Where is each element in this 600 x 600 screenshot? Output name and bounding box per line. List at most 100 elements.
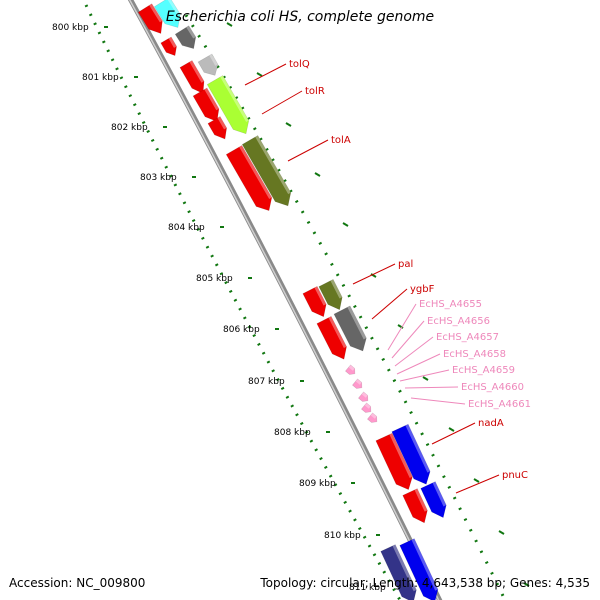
tick-ring-outer	[184, 14, 507, 600]
gene-feature-shape	[399, 538, 439, 600]
trna-feature[interactable]	[367, 412, 379, 425]
gene-feature[interactable]	[302, 285, 331, 320]
trna-feature-shape	[352, 378, 363, 389]
gene-feature-shape	[153, 0, 181, 28]
gene-feature-shape	[302, 285, 327, 318]
tick-mark	[256, 72, 263, 77]
trna-feature-shape	[345, 364, 356, 375]
gene-feature-shape	[174, 25, 197, 50]
tick-label: 811 kbp	[349, 583, 386, 593]
gene-feature[interactable]	[160, 36, 180, 59]
trna-feature-shape	[361, 402, 372, 413]
gene-feature-highlight	[189, 60, 205, 83]
gene-label[interactable]: EcHS_A4657	[436, 332, 499, 343]
trna-feature-highlight	[348, 364, 355, 371]
gene-label[interactable]: EcHS_A4661	[468, 399, 531, 410]
gene-feature-shape	[402, 488, 428, 524]
tick-label: 807 kbp	[248, 377, 285, 387]
gene-label-leader	[391, 320, 425, 359]
gene-feature[interactable]	[153, 0, 185, 32]
tick-ring: 800 kbp 801 kbp 802 kbp 803 kbp 804 kbp 805 k…	[52, 4, 530, 600]
gene-feature-highlight	[330, 279, 343, 299]
gene-feature-shape	[137, 3, 163, 34]
gene-feature[interactable]	[318, 278, 347, 313]
gene-feature[interactable]	[375, 432, 417, 493]
tick-label: 806 kbp	[223, 325, 260, 335]
gene-label-leader	[396, 353, 441, 375]
trna-feature[interactable]	[358, 391, 370, 404]
gene-feature[interactable]	[391, 423, 435, 488]
gene-feature[interactable]	[206, 75, 254, 139]
gene-feature-highlight	[167, 0, 181, 16]
gene-label[interactable]: ygbF	[410, 284, 435, 295]
gene-label[interactable]: EcHS_A4660	[461, 382, 524, 393]
gene-feature-shape	[318, 278, 343, 311]
gene-label-leader	[244, 63, 287, 86]
gene-feature-highlight	[255, 135, 291, 195]
gene-feature[interactable]	[197, 53, 222, 79]
gene-feature[interactable]	[174, 25, 200, 53]
gene-feature-highlight	[217, 116, 227, 130]
genome-summary-text: Topology: circular; Length: 4,643,538 bp…	[260, 576, 590, 590]
gene-feature-highlight	[392, 544, 417, 592]
tick-mark	[498, 530, 505, 535]
trna-feature[interactable]	[361, 402, 373, 415]
gene-feature-highlight	[149, 3, 163, 23]
gene-features[interactable]	[137, 0, 451, 600]
tick-label: 810 kbp	[324, 531, 361, 541]
gene-label-leader	[404, 386, 459, 389]
genome-title: Escherichia coli HS, complete genome	[165, 9, 435, 25]
gene-label[interactable]: tolQ	[289, 59, 310, 70]
gene-feature-highlight	[411, 538, 438, 591]
gene-label[interactable]: EcHS_A4658	[443, 349, 506, 360]
gene-feature-shape	[179, 60, 205, 94]
genome-backbone-highlight	[128, 0, 440, 600]
gene-feature-highlight	[405, 424, 431, 473]
gene-feature[interactable]	[241, 135, 296, 211]
gene-feature[interactable]	[402, 488, 432, 527]
tick-label: 804 kbp	[168, 223, 205, 233]
gene-feature[interactable]	[316, 315, 351, 362]
gene-label[interactable]: tolR	[305, 86, 325, 97]
gene-feature-shape	[225, 145, 273, 212]
gene-label-leader	[371, 288, 408, 320]
gene-label[interactable]: nadA	[478, 418, 504, 429]
gene-feature-highlight	[239, 145, 272, 199]
gene-label-leader	[410, 397, 466, 405]
tick-label: 809 kbp	[299, 479, 336, 489]
gene-feature[interactable]	[192, 87, 224, 125]
gene-label[interactable]: tolA	[331, 135, 351, 146]
gene-feature-highlight	[347, 305, 367, 340]
trna-feature-shape	[358, 391, 369, 402]
trna-feature[interactable]	[345, 364, 357, 377]
gene-label[interactable]: EcHS_A4655	[419, 299, 482, 310]
accession-text: Accession: NC_009800	[9, 576, 146, 590]
gene-feature-shape	[160, 36, 177, 56]
gene-feature[interactable]	[225, 145, 277, 216]
gene-feature[interactable]	[179, 60, 209, 97]
gene-feature-highlight	[389, 433, 413, 478]
trna-feature[interactable]	[352, 378, 364, 391]
gene-feature[interactable]	[399, 538, 442, 600]
gene-feature[interactable]	[333, 305, 371, 355]
gene-label[interactable]: EcHS_A4656	[427, 316, 490, 327]
gene-feature[interactable]	[137, 3, 167, 38]
gene-label-leader	[394, 336, 434, 367]
gene-feature-shape	[375, 432, 413, 490]
gene-feature-shape	[192, 87, 220, 122]
gene-feature-shape	[206, 75, 250, 135]
gene-label[interactable]: pal	[398, 259, 413, 270]
gene-feature[interactable]	[207, 116, 231, 143]
trna-feature-highlight	[361, 391, 368, 398]
gene-label-leader	[261, 90, 303, 115]
trna-feature-highlight	[370, 412, 377, 419]
gene-label[interactable]: pnuC	[502, 470, 528, 481]
gene-feature-highlight	[186, 25, 196, 39]
gene-feature-highlight	[432, 481, 447, 507]
gene-feature[interactable]	[420, 481, 451, 521]
gene-label-leader	[431, 422, 476, 445]
gene-label[interactable]: EcHS_A4659	[452, 365, 515, 376]
gene-feature-highlight	[314, 286, 327, 306]
